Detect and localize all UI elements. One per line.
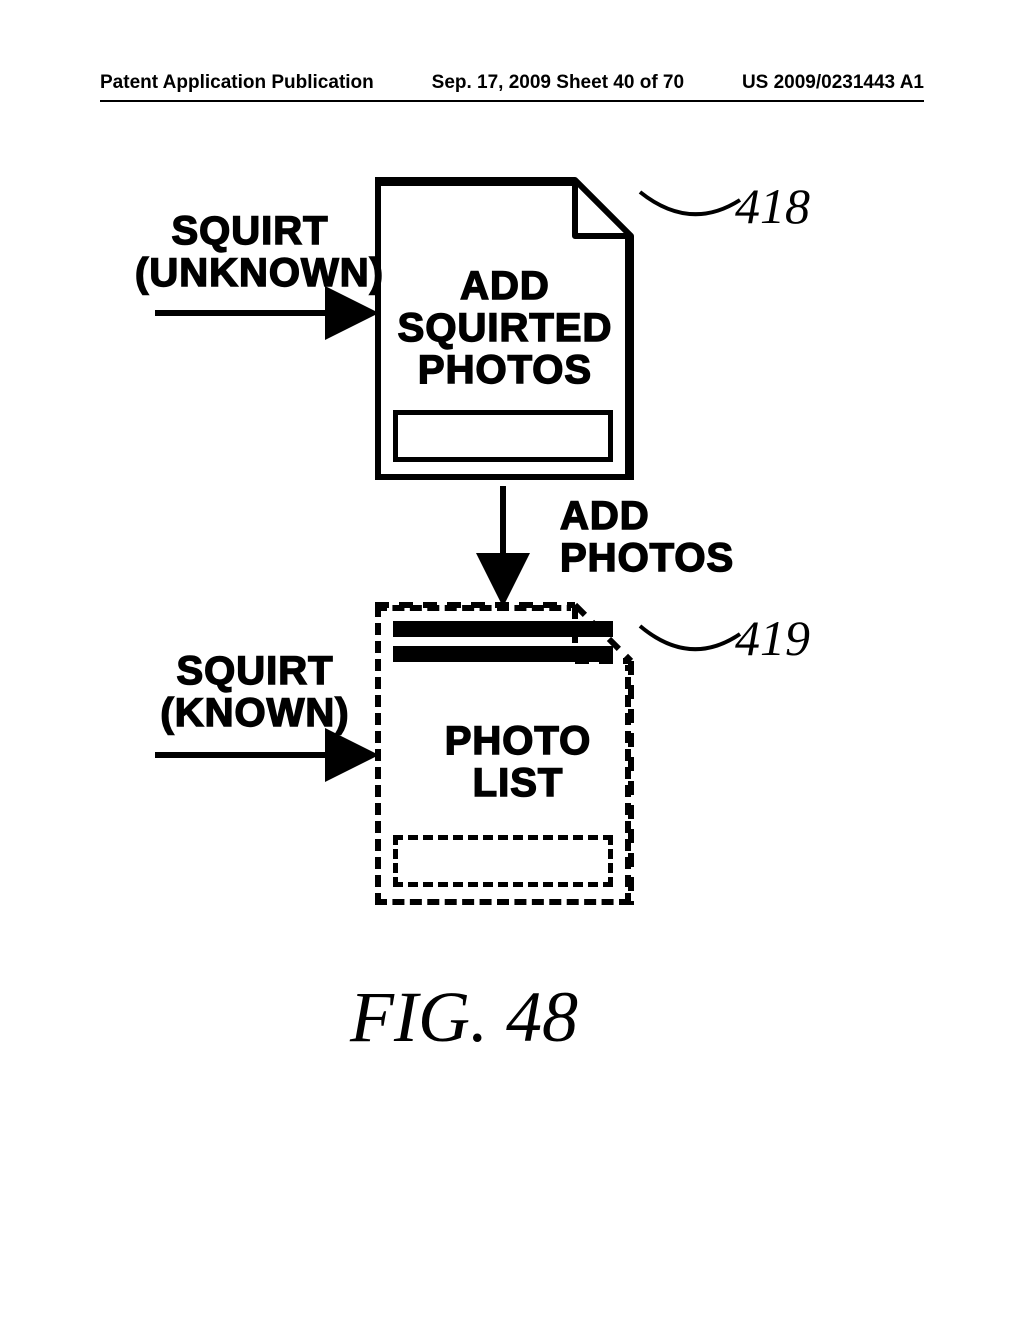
header-rule <box>100 100 924 102</box>
leader-419 <box>640 626 740 649</box>
header-right: US 2009/0231443 A1 <box>742 72 924 94</box>
label-squirt-unknown: SQUIRT (UNKNOWN) <box>135 210 365 294</box>
doc-419-bars <box>393 621 613 671</box>
ref-418: 418 <box>735 180 810 233</box>
line: SQUIRT <box>176 649 333 693</box>
header-left: Patent Application Publication <box>100 72 374 94</box>
figure-caption: FIG. 48 <box>350 980 578 1056</box>
line: (KNOWN) <box>160 691 349 735</box>
label-add-photos: ADD PHOTOS <box>560 495 760 579</box>
line: SQUIRT <box>171 209 328 253</box>
line: ADD <box>460 264 550 308</box>
line: PHOTO <box>445 719 592 763</box>
bar <box>393 621 613 637</box>
line: PHOTOS <box>560 536 734 580</box>
ref-419: 419 <box>735 612 810 665</box>
label-squirt-known: SQUIRT (KNOWN) <box>155 650 355 734</box>
line: (UNKNOWN) <box>135 251 384 295</box>
dogear-mask <box>575 180 631 236</box>
page-header: Patent Application Publication Sep. 17, … <box>0 72 1024 94</box>
bar <box>393 646 613 662</box>
line: SQUIRTED <box>398 306 613 350</box>
line: ADD <box>560 494 650 538</box>
line: LIST <box>473 761 564 805</box>
patent-page: Patent Application Publication Sep. 17, … <box>0 0 1024 1320</box>
doc-418-inner-box <box>393 410 613 462</box>
label-doc-419-title: PHOTO LIST <box>438 720 598 804</box>
leader-418 <box>640 192 740 214</box>
label-doc-418-title: ADD SQUIRTED PHOTOS <box>395 265 615 391</box>
doc-419-inner-box <box>393 835 613 887</box>
header-center: Sep. 17, 2009 Sheet 40 of 70 <box>432 72 684 94</box>
line: PHOTOS <box>418 348 592 392</box>
